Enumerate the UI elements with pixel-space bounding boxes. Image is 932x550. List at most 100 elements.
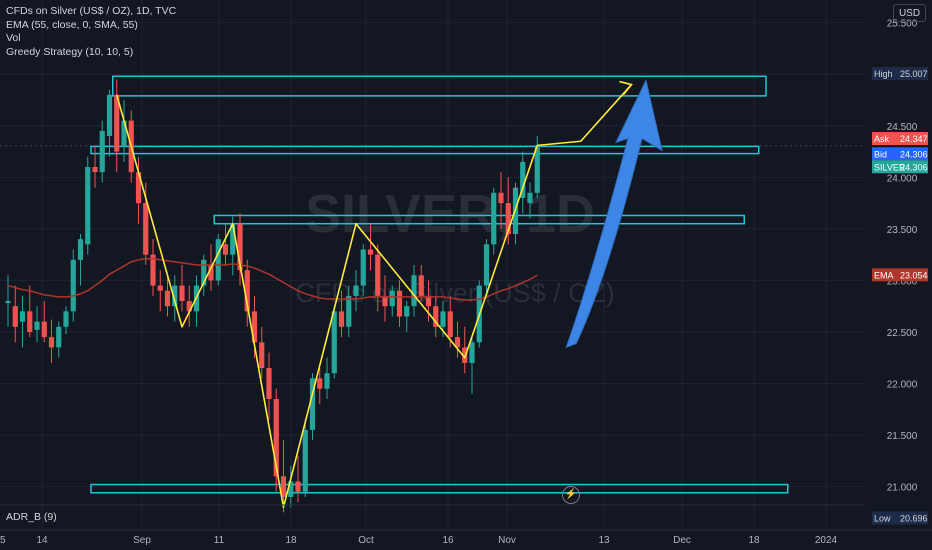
candle-body [5,301,11,304]
price-tick-label: 24.000 [887,173,918,184]
candle-body [77,239,84,260]
time-tick-label: 15 [0,535,6,546]
candle-body [106,94,113,137]
candle-body [19,311,26,322]
candle-body [520,161,526,198]
candle-body [222,244,229,255]
candle-body [215,239,221,281]
candle-body [411,275,417,307]
candle-body [433,306,439,327]
price-tick-label: 25.500 [887,19,918,30]
currency-button[interactable]: USD [893,4,926,22]
candle-body [237,223,243,271]
price-label-name-box [872,147,898,161]
zone-box [90,145,760,155]
price-label-value: 25.007 [900,69,928,79]
candle-body [324,373,330,389]
lightning-icon[interactable]: ⚡ [562,486,580,504]
candle-body [505,203,511,235]
candle-body [404,306,410,317]
legend-ema[interactable]: EMA (55, close, 0, SMA, 55) [6,18,138,31]
candle-body [121,120,127,147]
time-tick-label: 16 [442,535,454,546]
candle-body [447,311,453,338]
candle-body [382,295,388,307]
candle-body [331,311,337,374]
legend-vol[interactable]: Vol [6,32,21,44]
candle-body [27,311,33,332]
price-label-value: 24.306 [900,162,928,172]
candle-body [70,259,76,312]
zones [90,75,789,494]
candle-body [483,244,490,286]
price-label-name-box [872,511,898,525]
candle-body [353,285,359,296]
candle-body [150,254,156,286]
price-label-name-box [872,268,898,282]
price-label-name-box [872,160,898,174]
candle-body [295,481,301,492]
candle-body [346,295,352,327]
price-tick-label: 23.000 [887,276,918,287]
candle-body [56,326,62,348]
price-label-value: 24.306 [900,149,928,159]
candle-body [338,311,345,327]
time-tick-label: 2024 [815,535,838,546]
candle-body [425,295,432,307]
watermark-description: CFDs on Silver (US$ / OZ) [295,278,615,308]
arrows [565,78,663,349]
candle-body [208,264,214,281]
candle-body [309,378,316,430]
candle-body [273,398,279,477]
candle-body [469,342,475,363]
time-tick-label: Oct [358,535,374,546]
candle-body [143,203,149,255]
candle-body [92,167,98,173]
candle-body [244,270,250,312]
candle-body [418,275,424,296]
time-tick-label: 13 [598,535,610,546]
adr-indicator-label[interactable]: ADR_B (9) [6,511,57,523]
zone-box [112,75,767,97]
candle-body [389,290,395,307]
time-tick-label: 18 [748,535,760,546]
candle-body [266,368,272,399]
price-label-name: Ask [874,134,890,144]
candle-body [360,249,366,286]
candle-body [288,481,294,497]
candle-body [41,321,47,338]
price-tick-label: 22.000 [887,380,918,391]
candle-body [12,306,18,327]
price-label-value: 23.054 [900,270,928,280]
candle-body [34,321,40,330]
candle-body [114,94,120,152]
price-label-value-box [898,160,928,174]
ema-line [7,258,538,301]
chart-legend: CFDs on Silver (US$ / OZ), 1D, TVC EMA (… [6,5,176,59]
legend-strategy[interactable]: Greedy Strategy (10, 10, 5) [6,45,134,58]
candle-body [534,145,540,193]
candle-body [85,167,91,245]
candle-body [157,285,163,291]
projection-arrow [565,78,663,349]
price-label-name-box [872,132,898,146]
candle-body [317,378,323,389]
time-tick-label: 14 [36,535,48,546]
price-label-value-box [898,67,928,81]
price-tick-label: 22.500 [887,328,918,339]
price-label-value-box [898,511,928,525]
time-tick-label: Nov [498,535,516,546]
candle-body [454,337,461,348]
candle-body [164,290,171,307]
price-label-name: SILVER [874,162,906,172]
price-tick-label: 21.000 [887,483,918,494]
legend-title[interactable]: CFDs on Silver (US$ / OZ), 1D, TVC [6,5,177,17]
price-label-value: 20.696 [900,513,928,523]
price-label-name-box [872,67,898,81]
candle-body [491,192,497,245]
time-tick-label: 11 [214,535,225,546]
candle-body [527,192,533,204]
candle-body [99,130,105,173]
